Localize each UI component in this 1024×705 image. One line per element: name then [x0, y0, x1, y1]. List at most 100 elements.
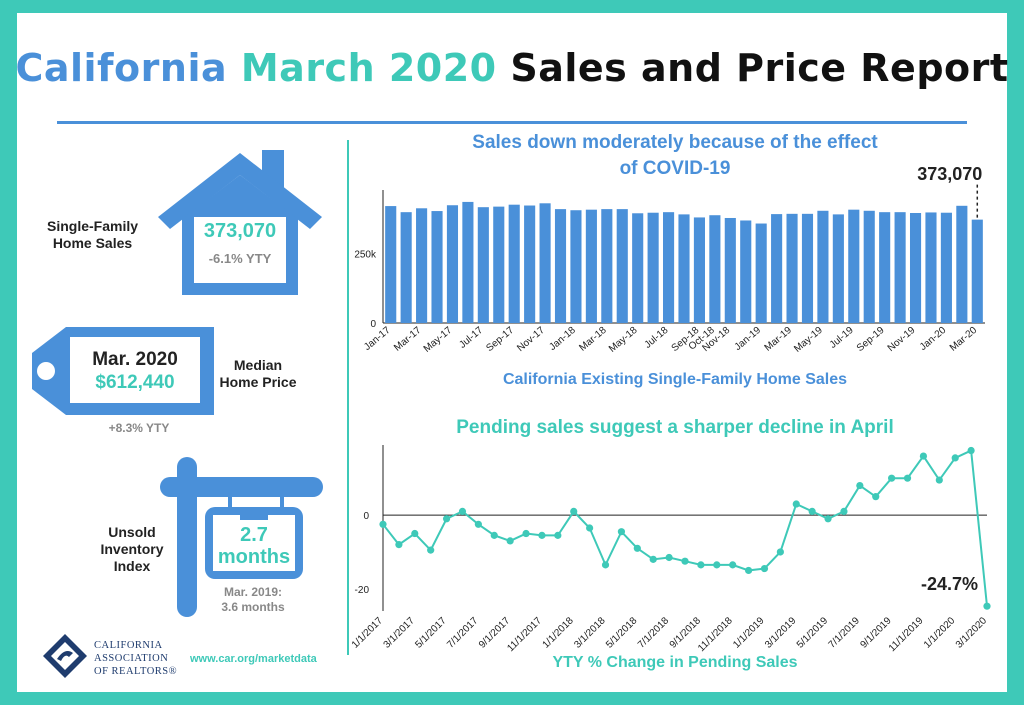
point-10/1/2019: [903, 474, 912, 482]
price-tag-icon: [32, 327, 214, 415]
bar-y-tick-label: 250k: [354, 250, 377, 261]
price-period: Mar. 2020: [92, 349, 178, 370]
bar-Oct-18: [709, 215, 721, 323]
bar-x-tick-label: Sep-17: [484, 325, 516, 354]
point-7/1/2017: [474, 520, 482, 528]
pending-sales-line-chart: 0-201/1/20173/1/20175/1/20177/1/20179/1/…: [350, 445, 991, 654]
point-7/1/2019: [856, 481, 864, 490]
point-9/1/2018: [697, 561, 705, 569]
inventory-label: Unsold Inventory Index: [100, 524, 164, 574]
point-1/1/2020: [951, 454, 959, 462]
bar-x-tick-label: Jan-17: [362, 325, 393, 353]
point-11/1/2017: [538, 531, 546, 539]
point-3/1/2020: [983, 602, 991, 610]
price-label: Median Home Price: [219, 357, 297, 390]
point-2/1/2018: [586, 524, 594, 532]
point-2/1/2019: [776, 548, 784, 556]
title-part-report: Sales and Price Report: [510, 46, 1009, 90]
bar-x-tick-label: Jul-18: [643, 325, 671, 351]
bar-Mar-17: [416, 208, 428, 323]
bar-x-tick-label: Sep-19: [855, 325, 887, 354]
line-x-tick-label: 5/1/2018: [604, 615, 640, 651]
point-4/1/2018: [617, 528, 626, 536]
bar-Jan-18: [570, 210, 582, 323]
for-sale-sign-icon: [160, 457, 323, 617]
point-9/1/2019: [888, 474, 896, 482]
bar-x-tick-label: Jan-20: [918, 325, 949, 353]
bar-Jul-18: [663, 212, 675, 323]
bar-Sep-18: [693, 217, 705, 323]
bar-Feb-18: [585, 209, 597, 323]
bar-Jan-17: [385, 206, 397, 323]
price-value: $612,440: [95, 372, 175, 393]
line-x-tick-label: 1/1/2018: [541, 615, 577, 651]
point-8/1/2017: [490, 531, 498, 539]
point-5/1/2019: [824, 515, 832, 523]
logo-line-3: OF REALTORS®: [94, 666, 178, 677]
sales-change: -6.1% YTY: [208, 251, 272, 266]
point-4/1/2019: [808, 507, 816, 515]
footer-url[interactable]: www.car.org/marketdata: [190, 653, 317, 665]
line-x-tick-label: 5/1/2017: [413, 615, 449, 651]
title-part-month: March 2020: [240, 46, 497, 90]
line-chart-title: Pending sales suggest a sharper decline …: [456, 417, 894, 438]
bar-Jan-20: [940, 212, 952, 323]
bar-Nov-17: [539, 203, 551, 323]
point-9/1/2017: [506, 537, 514, 545]
point-5/1/2018: [633, 544, 641, 552]
point-3/1/2017: [411, 529, 419, 538]
pending-sales-series-line: [382, 449, 988, 607]
line-x-tick-label: 11/1/2019: [887, 615, 926, 654]
bar-Aug-19: [863, 210, 875, 323]
bar-x-tick-label: Nov-17: [515, 325, 547, 354]
bar-Apr-17: [431, 211, 443, 323]
point-7/1/2018: [665, 553, 673, 562]
point-5/1/2017: [442, 515, 451, 523]
line-x-tick-label: 3/1/2020: [954, 615, 990, 651]
car-logo-icon: [43, 634, 87, 678]
bar-x-tick-label: Mar-20: [948, 325, 980, 354]
bar-Apr-19: [801, 213, 814, 323]
line-x-tick-label: 3/1/2019: [763, 615, 799, 651]
bar-x-tick-label: May-19: [792, 325, 825, 355]
line-annotation: -24.7%: [921, 574, 978, 594]
line-x-tick-label: 7/1/2019: [827, 615, 863, 651]
point-3/1/2018: [601, 561, 610, 569]
inventory-value: 2.7: [240, 524, 268, 546]
bar-Sep-17: [508, 204, 520, 323]
bar-Jun-17: [462, 201, 474, 323]
point-8/1/2018: [681, 557, 689, 565]
point-1/1/2019: [760, 564, 769, 573]
line-x-tick-label: 7/1/2018: [636, 615, 672, 651]
bar-chart-title-line-1: Sales down moderately because of the eff…: [472, 132, 878, 153]
logo-line-1: CALIFORNIA: [94, 640, 163, 651]
bar-x-tick-label: Mar-18: [577, 325, 609, 354]
bar-Mar-18: [601, 209, 613, 323]
page-title: California March 2020 Sales and Price Re…: [0, 46, 1024, 90]
inventory-prior-value: 3.6 months: [221, 600, 285, 614]
house-icon: [158, 150, 322, 295]
bar-chart-title-line-2: of COVID-19: [619, 158, 731, 179]
bar-Oct-19: [894, 212, 906, 323]
title-divider: [57, 121, 967, 124]
bar-Aug-18: [678, 214, 690, 323]
line-x-tick-label: 7/1/2017: [445, 615, 481, 651]
bar-Dec-19: [925, 212, 937, 323]
point-2/1/2017: [395, 541, 403, 549]
bar-Jun-18: [647, 212, 659, 323]
price-change: +8.3% YTY: [108, 421, 170, 435]
point-10/1/2018: [713, 561, 721, 569]
bar-x-tick-label: Nov-19: [886, 325, 918, 354]
bar-Jul-17: [477, 207, 489, 323]
bar-May-17: [446, 205, 459, 323]
line-x-tick-label: 1/1/2020: [922, 615, 958, 651]
line-x-tick-label: 11/1/2017: [505, 615, 544, 654]
point-8/1/2019: [872, 493, 880, 501]
inventory-unit: months: [217, 546, 291, 568]
bar-Apr-18: [616, 209, 628, 323]
line-x-tick-label: 3/1/2017: [382, 615, 418, 651]
bar-Oct-17: [524, 205, 536, 323]
bar-Feb-17: [400, 212, 412, 323]
point-3/1/2019: [792, 500, 800, 508]
